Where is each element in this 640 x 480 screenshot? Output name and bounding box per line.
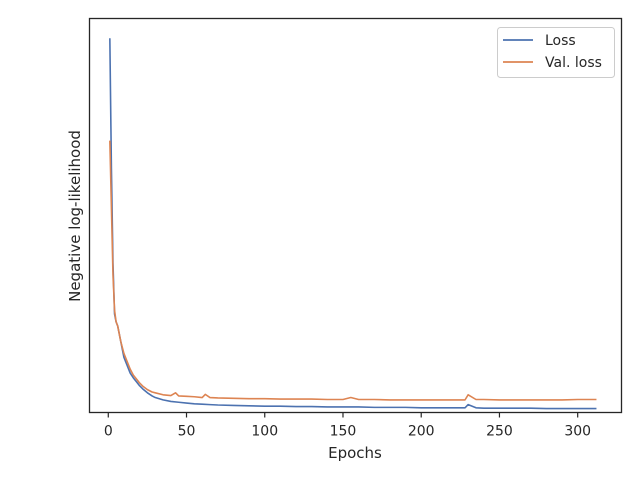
plot-frame xyxy=(88,17,623,414)
x-axis-ticks: 0 50 100 150 200 250 300 xyxy=(104,412,591,440)
legend-label-loss: Loss xyxy=(545,33,576,49)
x-tick-label: 100 xyxy=(251,424,278,440)
series-lines xyxy=(109,38,597,410)
x-tick-label: 0 xyxy=(104,424,113,440)
y-axis-title: Negative log-likelihood xyxy=(66,130,84,302)
x-tick-label: 150 xyxy=(330,424,357,440)
x-tick-label: 50 xyxy=(178,424,196,440)
series-line-val-loss xyxy=(109,140,597,401)
x-axis-title: Epochs xyxy=(328,444,382,462)
series-line-loss xyxy=(109,38,597,410)
x-tick-label: 300 xyxy=(564,424,591,440)
x-tick-label: 200 xyxy=(408,424,435,440)
x-tick-label: 250 xyxy=(486,424,513,440)
legend-label-val-loss: Val. loss xyxy=(545,55,602,71)
legend: Loss Val. loss xyxy=(497,27,615,78)
